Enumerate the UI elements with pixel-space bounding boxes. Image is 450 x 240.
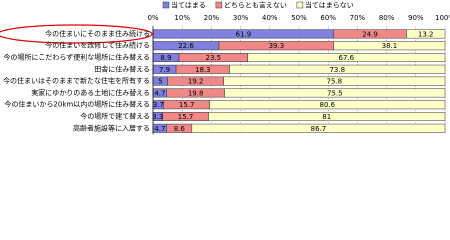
bar-segment: [229, 64, 446, 74]
legend-label: 当てはまらない: [305, 1, 354, 10]
bar-segment: [191, 123, 446, 133]
x-tick-label: 60%: [320, 14, 336, 22]
x-tick-label: 80%: [379, 14, 395, 22]
category-label: 高齢者施設等に入居する: [73, 123, 150, 132]
value-label: 22.6: [178, 42, 194, 50]
value-label: 3.7: [153, 101, 164, 109]
value-label: 15.7: [178, 113, 194, 121]
x-tick-label: 50%: [291, 14, 307, 22]
bar-segment: [224, 88, 446, 98]
value-label: 75.8: [327, 78, 343, 86]
bar-segment: [247, 53, 446, 62]
value-label: 23.5: [206, 54, 222, 62]
category-label: 今の住まいを改修して住み続ける: [45, 41, 150, 50]
value-label: 13.2: [418, 30, 434, 38]
chart: 当てはまる どちらとも言えない 当てはまらない 0% 10% 20% 30% 40% 50% 60…: [0, 1, 450, 135]
bar-segment: [333, 41, 446, 51]
value-label: 19.2: [188, 78, 204, 86]
category-label: 今の住まいはそのままで新たな住宅を所有する: [3, 76, 150, 85]
highlight-ellipse: [0, 24, 153, 44]
value-label: 3.3: [152, 113, 163, 121]
x-tick-label: 30%: [233, 14, 249, 22]
value-label: 80.6: [320, 101, 336, 109]
value-label: 86.7: [311, 125, 327, 133]
category-label: 今の場所で建て替える: [80, 112, 150, 121]
x-tick-label: 20%: [204, 14, 220, 22]
value-label: 8.9: [160, 54, 171, 62]
value-label: 24.9: [362, 30, 378, 38]
value-label: 4.7: [154, 89, 165, 97]
legend-label: 当てはまる: [171, 1, 206, 10]
bar-segment: [209, 100, 446, 110]
value-label: 38.1: [382, 42, 398, 50]
category-label: 実家にゆかりのある土地に住み替える: [31, 88, 150, 97]
x-tick-label: 0%: [147, 14, 158, 22]
value-label: 81: [322, 113, 331, 121]
value-label: 18.3: [195, 66, 211, 74]
legend-label: どちらとも言えない: [224, 1, 287, 10]
x-tick-label: 40%: [262, 14, 278, 22]
bar-segment: [406, 29, 446, 39]
value-label: 5: [158, 78, 162, 86]
value-label: 39.3: [269, 42, 285, 50]
value-label: 19.8: [188, 89, 204, 97]
x-tick-label: 70%: [350, 14, 366, 22]
value-label: 4.7: [154, 125, 165, 133]
x-tick-label: 90%: [408, 14, 424, 22]
category-label: 田舎に住み替える: [94, 64, 150, 73]
value-label: 15.7: [179, 101, 195, 109]
legend-swatch: [162, 1, 170, 9]
value-label: 61.9: [236, 30, 252, 38]
category-label: 今の場所にこだわらず便利な場所に住み替える: [3, 53, 150, 62]
category-label: 今の住まいから20km以内の場所に住み替える: [4, 100, 150, 109]
legend-swatch: [215, 1, 223, 9]
value-label: 73.8: [329, 66, 345, 74]
bar-segment: [223, 76, 446, 86]
x-tick-label: 10%: [174, 14, 190, 22]
x-tick-label: 100%: [435, 14, 450, 22]
page: 当てはまる どちらとも言えない 当てはまらない 0% 10% 20% 30% 40% 50% 60…: [0, 0, 450, 136]
value-label: 75.5: [327, 89, 343, 97]
value-label: 8.6: [174, 125, 186, 133]
value-label: 7.9: [159, 66, 170, 74]
value-label: 67.6: [339, 54, 355, 62]
category-label: 今の住まいにそのまま住み続ける: [45, 29, 150, 38]
legend-swatch: [296, 1, 304, 9]
bar-segment: [208, 112, 446, 121]
